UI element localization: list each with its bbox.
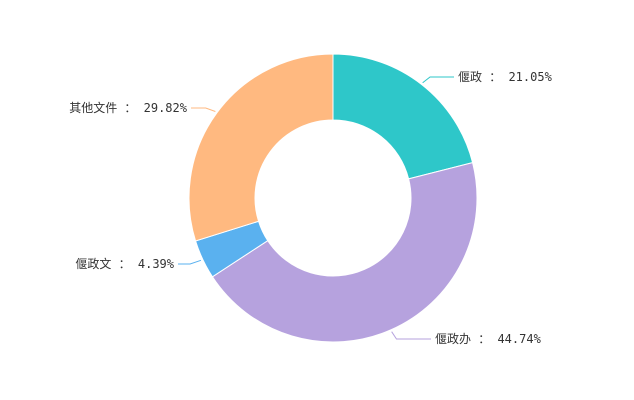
leader-line-4 (191, 107, 216, 112)
labels-group: 偃政 ： 21.05% 偃政办 ： 44.74% 偃政文 ： 4.39% 其他文件 ：… (69, 69, 552, 346)
slice-label-3: 偃政文 ： 4.39% (75, 256, 174, 271)
leader-line-3 (178, 259, 202, 265)
slice-1[interactable] (332, 53, 474, 180)
leader-lines-group (178, 76, 454, 340)
leader-line-2 (391, 331, 431, 340)
slices-group (188, 53, 478, 343)
slice-label-4: 其他文件 ： 29.82% (69, 100, 188, 115)
leader-line-1 (422, 76, 454, 84)
slice-label-2: 偃政办 ： 44.74% (435, 331, 542, 346)
slice-2[interactable] (211, 162, 478, 343)
slice-label-1: 偃政 ： 21.05% (458, 69, 553, 84)
slice-4[interactable] (188, 53, 334, 242)
